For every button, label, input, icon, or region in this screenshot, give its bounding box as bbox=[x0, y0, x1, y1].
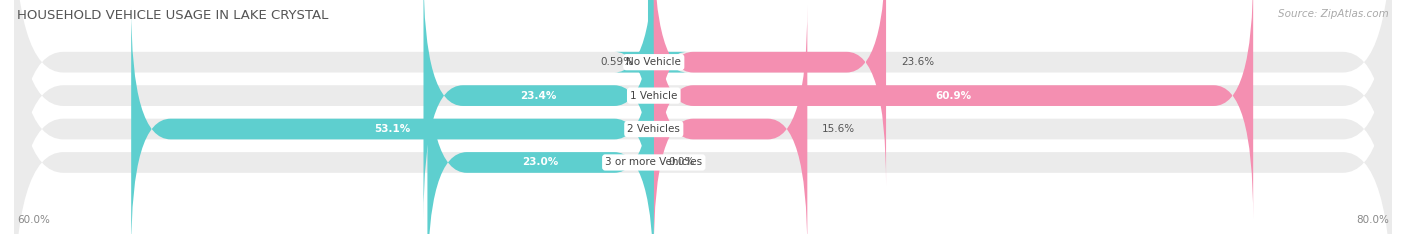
FancyBboxPatch shape bbox=[423, 0, 654, 219]
Text: 53.1%: 53.1% bbox=[374, 124, 411, 134]
Text: 23.6%: 23.6% bbox=[901, 57, 934, 67]
Text: Source: ZipAtlas.com: Source: ZipAtlas.com bbox=[1278, 9, 1389, 19]
FancyBboxPatch shape bbox=[14, 0, 1392, 219]
FancyBboxPatch shape bbox=[654, 0, 886, 186]
Text: 1 Vehicle: 1 Vehicle bbox=[630, 91, 678, 101]
FancyBboxPatch shape bbox=[131, 6, 654, 234]
Text: 60.0%: 60.0% bbox=[17, 215, 49, 225]
Text: 80.0%: 80.0% bbox=[1357, 215, 1389, 225]
Text: No Vehicle: No Vehicle bbox=[626, 57, 682, 67]
FancyBboxPatch shape bbox=[654, 0, 1253, 219]
Text: 23.4%: 23.4% bbox=[520, 91, 557, 101]
FancyBboxPatch shape bbox=[14, 0, 1392, 234]
Text: 0.0%: 0.0% bbox=[669, 157, 695, 168]
FancyBboxPatch shape bbox=[14, 6, 1392, 234]
FancyBboxPatch shape bbox=[654, 6, 807, 234]
Text: 15.6%: 15.6% bbox=[823, 124, 855, 134]
Text: 3 or more Vehicles: 3 or more Vehicles bbox=[605, 157, 703, 168]
FancyBboxPatch shape bbox=[614, 0, 688, 186]
Text: 23.0%: 23.0% bbox=[523, 157, 558, 168]
Text: 2 Vehicles: 2 Vehicles bbox=[627, 124, 681, 134]
Text: 0.59%: 0.59% bbox=[600, 57, 633, 67]
FancyBboxPatch shape bbox=[427, 39, 654, 234]
Text: 60.9%: 60.9% bbox=[935, 91, 972, 101]
Legend: Owner-occupied, Renter-occupied: Owner-occupied, Renter-occupied bbox=[582, 231, 824, 234]
Text: HOUSEHOLD VEHICLE USAGE IN LAKE CRYSTAL: HOUSEHOLD VEHICLE USAGE IN LAKE CRYSTAL bbox=[17, 9, 328, 22]
FancyBboxPatch shape bbox=[14, 0, 1392, 234]
